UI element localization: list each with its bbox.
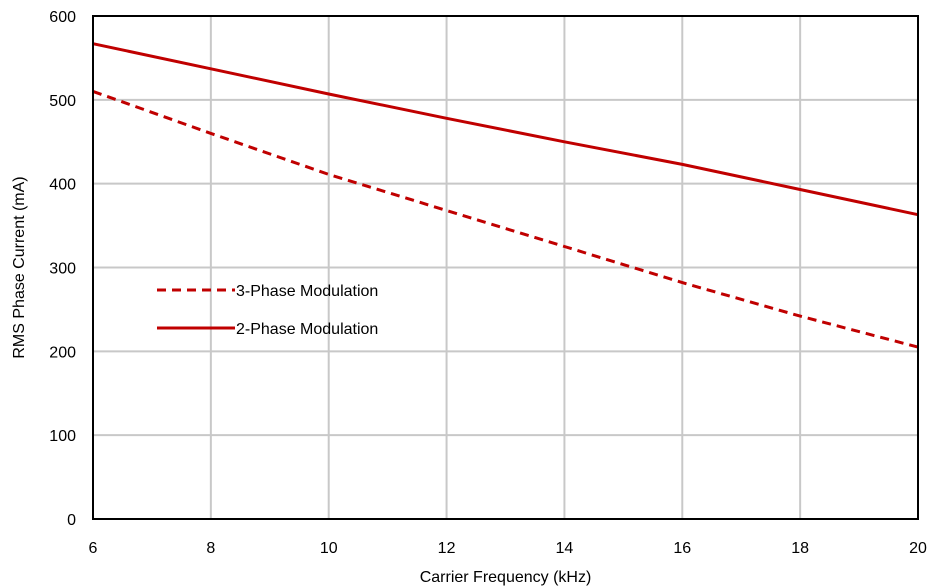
series-lines	[92, 42, 919, 349]
x-tick-label: 8	[206, 540, 215, 557]
x-tick-label: 6	[89, 540, 98, 557]
x-tick-label: 20	[909, 540, 927, 557]
x-tick-label: 16	[673, 540, 691, 557]
x-tick-label: 12	[438, 540, 456, 557]
y-tick-label: 0	[67, 512, 76, 529]
x-tick-labels: 6 8 10 12 14 16 18 20	[89, 540, 927, 557]
series-line-2-phase	[92, 42, 919, 217]
plot-frame	[92, 15, 919, 520]
y-tick-label: 400	[49, 177, 76, 194]
x-tick-label: 18	[791, 540, 809, 557]
y-axis-title: RMS Phase Current (mA)	[11, 176, 28, 358]
x-axis-title: Carrier Frequency (kHz)	[420, 569, 592, 586]
x-tick-label: 10	[320, 540, 338, 557]
grid	[93, 16, 918, 519]
y-tick-label: 300	[49, 261, 76, 278]
legend: 3-Phase Modulation 2-Phase Modulation	[157, 283, 378, 338]
y-tick-labels: 0 100 200 300 400 500 600	[49, 9, 76, 529]
legend-label: 3-Phase Modulation	[236, 283, 378, 300]
series-line-3-phase	[92, 89, 919, 349]
legend-label: 2-Phase Modulation	[236, 321, 378, 338]
y-tick-label: 100	[49, 428, 76, 445]
y-tick-label: 200	[49, 344, 76, 361]
y-tick-label: 600	[49, 9, 76, 26]
x-tick-label: 14	[556, 540, 574, 557]
y-tick-label: 500	[49, 93, 76, 110]
